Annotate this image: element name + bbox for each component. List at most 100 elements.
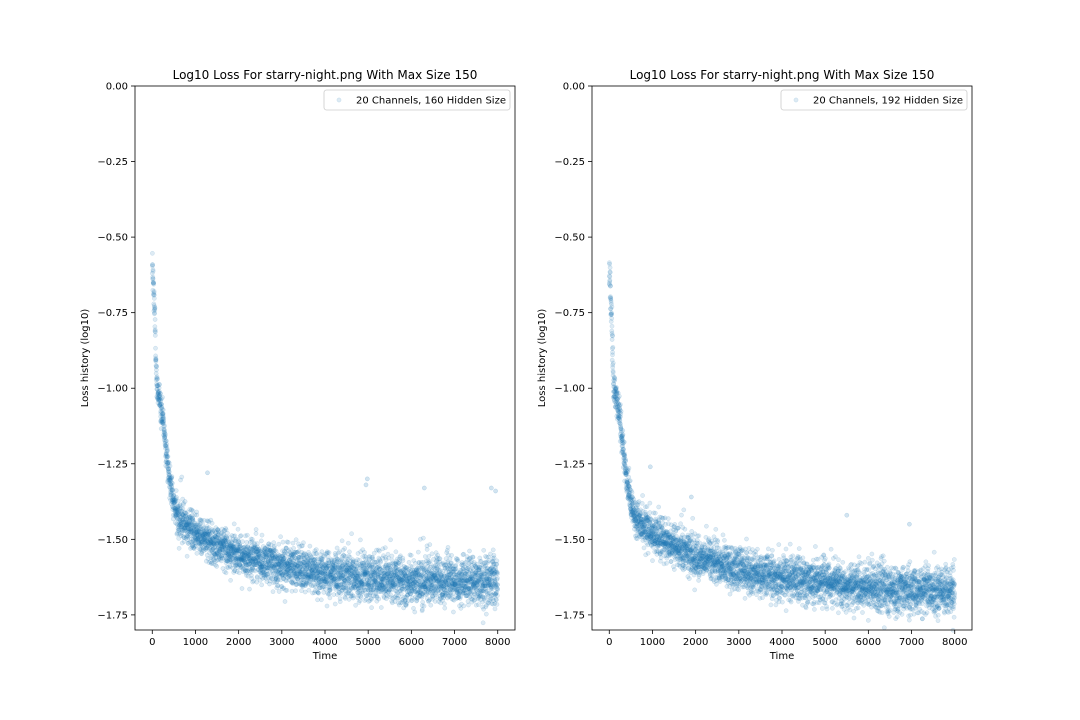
scatter-point: [159, 418, 164, 423]
scatter-point: [164, 451, 169, 457]
scatter-point: [167, 476, 173, 481]
scatter-point: [160, 416, 166, 422]
scatter-point: [166, 469, 171, 475]
scatter-point: [159, 416, 165, 422]
scatter-point: [176, 527, 182, 533]
y-tick-label: −0.50: [97, 233, 128, 244]
scatter-point: [445, 545, 451, 550]
scatter-point: [165, 468, 171, 474]
scatter-point: [171, 496, 177, 501]
scatter-point: [171, 501, 177, 507]
scatter-point: [610, 333, 615, 339]
scatter-point: [165, 479, 170, 485]
scatter-point: [157, 402, 162, 408]
scatter-point: [169, 487, 175, 493]
scatter-point: [173, 513, 179, 518]
scatter-point: [173, 513, 179, 519]
scatter-point: [177, 503, 183, 509]
scatter-point: [170, 516, 176, 522]
scatter-point: [177, 506, 183, 512]
scatter-point: [385, 551, 391, 557]
scatter-point: [156, 385, 162, 391]
scatter-point: [476, 602, 481, 607]
scatter-point: [398, 591, 404, 596]
scatter-point: [158, 417, 164, 422]
chart-title: Log10 Loss For starry-night.png With Max…: [173, 68, 478, 82]
scatter-point: [177, 531, 183, 537]
scatter-point: [388, 537, 393, 543]
scatter-point: [165, 461, 170, 467]
scatter-point: [158, 391, 163, 396]
scatter-point: [153, 357, 158, 363]
scatter-point: [617, 393, 622, 399]
scatter-point: [339, 538, 345, 544]
scatter-point: [493, 597, 499, 603]
scatter-point: [172, 500, 178, 506]
scatter-point: [647, 510, 653, 515]
scatter-point: [172, 507, 178, 513]
scatter-point: [160, 421, 166, 426]
scatter-point: [150, 250, 155, 256]
scatter-point: [166, 472, 172, 478]
scatter-point: [175, 511, 181, 516]
scatter-point: [162, 428, 167, 434]
scatter-point: [173, 506, 178, 512]
scatter-point: [378, 605, 384, 610]
scatter-point: [328, 587, 333, 593]
scatter-point: [324, 603, 330, 609]
y-tick-label: 0.00: [106, 82, 128, 93]
x-tick-label: 1000: [183, 637, 208, 648]
scatter-point: [179, 508, 185, 514]
x-tick-label: 3000: [269, 637, 294, 648]
scatter-point: [160, 420, 166, 425]
scatter-point: [382, 545, 388, 551]
scatter-point: [378, 560, 383, 565]
scatter-point: [209, 520, 215, 526]
scatter-point: [164, 445, 170, 451]
scatter-point: [165, 454, 171, 459]
y-tick-label: −1.75: [97, 610, 128, 621]
scatter-point: [175, 505, 180, 510]
scatter-point: [626, 465, 632, 471]
scatter-point: [162, 433, 168, 439]
x-axis-label: Time: [312, 651, 337, 662]
scatter-point: [173, 512, 179, 518]
scatter-point: [389, 553, 395, 559]
scatter-point: [160, 395, 165, 400]
scatter-point: [493, 488, 498, 494]
scatter-point: [164, 449, 170, 454]
scatter-point: [151, 280, 156, 286]
scatter-point: [682, 526, 688, 532]
y-tick-label: −1.00: [97, 384, 128, 395]
scatter-point: [610, 360, 616, 366]
scatter-point: [609, 316, 615, 321]
scatter-point: [177, 511, 182, 517]
scatter-point: [676, 525, 681, 531]
scatter-point: [162, 434, 167, 440]
scatter-point: [179, 508, 184, 514]
scatter-point: [161, 423, 167, 429]
scatter-point: [194, 551, 200, 556]
scatter-point: [495, 575, 500, 581]
scatter-point: [156, 396, 162, 402]
scatter-point: [152, 307, 158, 313]
scatter-point: [168, 490, 174, 496]
scatter-point: [178, 477, 183, 483]
scatter-point: [323, 587, 328, 592]
scatter-point: [178, 522, 183, 527]
scatter-point: [171, 497, 177, 503]
scatter-point: [160, 413, 165, 419]
scatter-point: [155, 391, 161, 396]
scatter-point: [152, 305, 158, 311]
legend-marker: [336, 97, 342, 103]
scatter-point: [169, 504, 175, 509]
scatter-point: [174, 512, 179, 518]
scatter-point: [358, 537, 363, 543]
scatter-point: [173, 497, 178, 503]
scatter-point: [163, 453, 168, 459]
scatter-point: [306, 587, 312, 593]
scatter-point: [276, 541, 282, 547]
scatter-point: [428, 602, 434, 608]
scatter-point: [178, 524, 183, 530]
scatter-point: [157, 402, 163, 407]
